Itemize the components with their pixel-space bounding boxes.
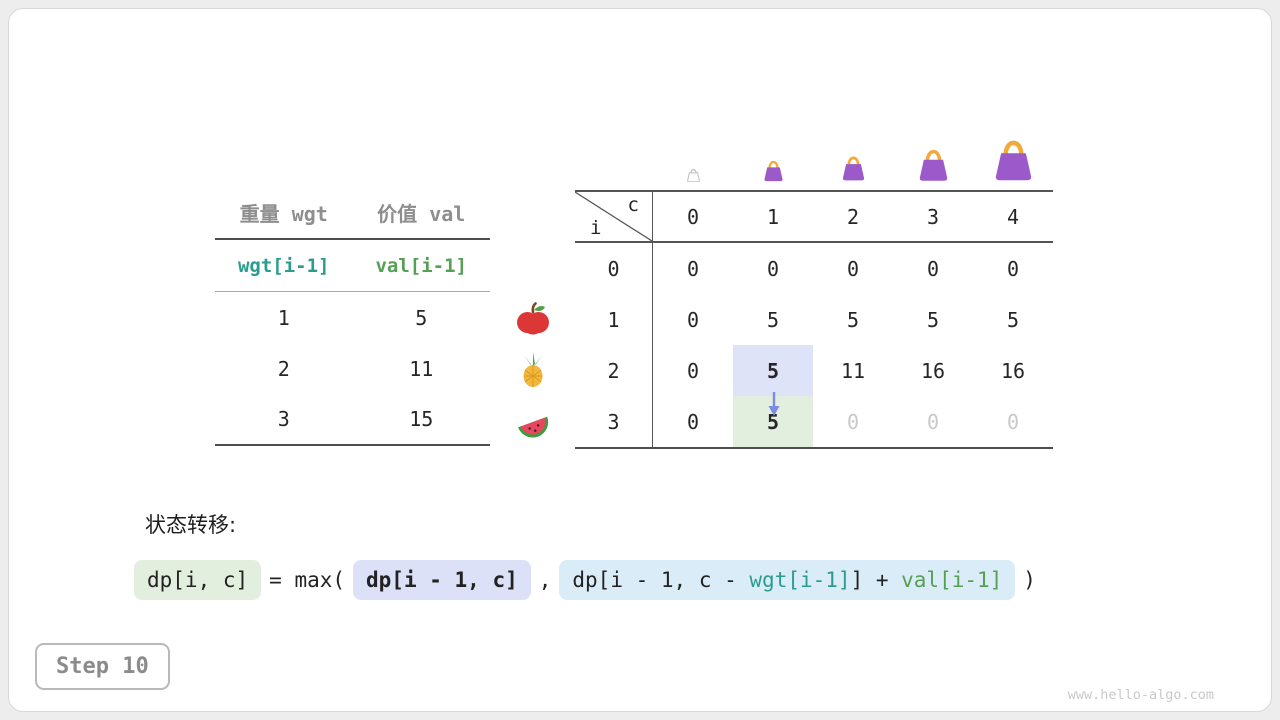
- dp-row-2: 2 0 5 11 16 16: [575, 345, 1053, 396]
- formula-arg2: dp[i - 1, c - wgt[i-1]] + val[i-1]: [559, 560, 1016, 600]
- wgt-var-label: wgt[i-1]: [237, 254, 330, 277]
- dp-col-header-0: 0: [686, 204, 700, 229]
- item-3-value: 15: [409, 407, 434, 431]
- bag-xlarge-icon: [995, 140, 1031, 180]
- dp-cell-0-0: 0: [686, 256, 700, 281]
- dp-col-header-1: 1: [766, 204, 780, 229]
- dp-row-3: 3 0 5 0 0 0: [575, 396, 1053, 447]
- dp-table: c i 0 1 2 3 4 0 0 0 0 0 0 1 0 5 5 5 5 2 …: [575, 190, 1053, 449]
- dp-row-header-1: 1: [575, 294, 653, 345]
- dp-row-header-3: 3: [575, 396, 653, 447]
- dp-col-header-3: 3: [926, 204, 940, 229]
- transition-arrow-icon: [768, 392, 780, 416]
- dp-cell-2-2: 11: [840, 358, 866, 383]
- formula-arg2-pre: dp[i - 1, c -: [572, 568, 750, 592]
- weight-column-header: 重量 wgt: [239, 201, 328, 226]
- dp-cell-1-2: 5: [846, 307, 860, 332]
- formula-comma: ,: [538, 568, 552, 592]
- bag-cell-4: [973, 133, 1053, 183]
- bag-medium-icon: [842, 156, 864, 181]
- dp-cell-0-2: 0: [846, 256, 860, 281]
- dp-cell-3-0: 0: [686, 409, 700, 434]
- dp-cell-2-3: 16: [920, 358, 946, 383]
- dp-cell-2-0: 0: [686, 358, 700, 383]
- dp-cell-1-4: 5: [1006, 307, 1020, 332]
- col-var-label: c: [627, 194, 639, 216]
- apple-icon: [517, 302, 549, 335]
- dp-cell-0-3: 0: [926, 256, 940, 281]
- dp-corner-cell: c i: [575, 192, 653, 241]
- dp-row-1: 1 0 5 5 5 5: [575, 294, 1053, 345]
- formula-eq-max: = max(: [269, 568, 346, 592]
- watermark: www.hello-algo.com: [1067, 687, 1214, 703]
- transition-label: 状态转移:: [145, 513, 237, 537]
- step-indicator: Step 10: [35, 643, 170, 690]
- value-column-header: 价值 val: [377, 201, 466, 226]
- dp-cell-2-4: 16: [1000, 358, 1026, 383]
- item-1-value: 5: [415, 305, 428, 330]
- formula-lhs: dp[i, c]: [134, 560, 262, 600]
- dp-cell-0-4: 0: [1006, 256, 1020, 281]
- dp-row-header-2: 2: [575, 345, 653, 396]
- dp-cell-2-1-highlight-source: 5: [733, 345, 813, 396]
- bag-cell-3: [893, 144, 973, 183]
- dp-cell-1-3: 5: [926, 307, 940, 332]
- dp-header-row: c i 0 1 2 3 4: [575, 192, 1053, 243]
- bag-empty-icon: [686, 168, 700, 182]
- bag-small-icon: [763, 160, 783, 181]
- dp-row-0: 0 0 0 0 0 0: [575, 243, 1053, 294]
- bag-large-icon: [919, 149, 947, 181]
- item-2-weight: 2: [277, 356, 290, 381]
- item-3-weight: 3: [277, 407, 290, 431]
- item-row-3: 3 15: [215, 394, 490, 446]
- dp-col-header-4: 4: [1006, 204, 1020, 229]
- capacity-icons-row: [575, 122, 1053, 182]
- dp-cell-3-2: 0: [846, 409, 860, 434]
- formula-close-paren: ): [1023, 568, 1036, 592]
- dp-cell-3-3: 0: [926, 409, 940, 434]
- dp-cell-0-1: 0: [766, 256, 780, 281]
- watermelon-icon: [518, 416, 549, 438]
- transition-formula: dp[i, c] = max( dp[i - 1, c] , dp[i - 1,…: [134, 560, 1044, 600]
- diagonal-divider: [575, 192, 652, 241]
- row-var-label: i: [590, 217, 602, 239]
- item-1-weight: 1: [277, 305, 290, 330]
- item-row-2: 2 11: [215, 343, 490, 394]
- pineapple-icon: [523, 352, 543, 387]
- item-2-value: 11: [409, 356, 434, 381]
- formula-arg2-wgt: wgt[i-1]: [749, 568, 851, 592]
- val-var-label: val[i-1]: [375, 254, 467, 277]
- items-table-var-row: wgt[i-1] val[i-1]: [215, 240, 490, 292]
- item-row-1: 1 5: [215, 292, 490, 343]
- formula-arg2-mid: ] +: [850, 568, 902, 592]
- items-table: 重量 wgt 价值 val wgt[i-1] val[i-1] 1 5 2 11…: [215, 186, 490, 446]
- bag-cell-2: [813, 152, 893, 182]
- bag-cell-1: [733, 157, 813, 182]
- items-table-header: 重量 wgt 价值 val: [215, 186, 490, 240]
- dp-cell-1-0: 0: [686, 307, 700, 332]
- formula-arg1: dp[i - 1, c]: [353, 560, 531, 600]
- dp-row-header-0: 0: [575, 243, 653, 294]
- bag-cell-0: [653, 166, 733, 183]
- dp-col-header-2: 2: [846, 204, 860, 229]
- dp-cell-1-1: 5: [766, 307, 780, 332]
- dp-cell-3-4: 0: [1006, 409, 1020, 434]
- formula-arg2-val: val[i-1]: [901, 568, 1003, 592]
